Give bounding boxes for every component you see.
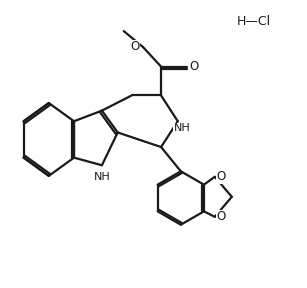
Text: O: O bbox=[130, 40, 139, 53]
Text: O: O bbox=[217, 210, 226, 223]
Text: O: O bbox=[217, 170, 226, 183]
Text: H—Cl: H—Cl bbox=[237, 15, 271, 28]
Text: NH: NH bbox=[174, 123, 191, 133]
Text: O: O bbox=[190, 60, 199, 73]
Text: NH: NH bbox=[94, 172, 110, 182]
